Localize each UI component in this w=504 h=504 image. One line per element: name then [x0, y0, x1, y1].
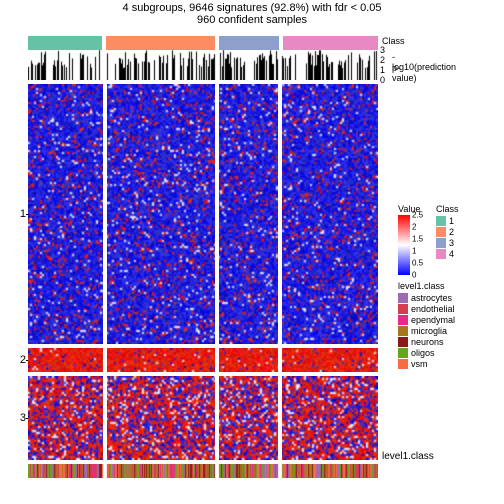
right-tick: 2	[380, 55, 385, 65]
legend-class-item: 2	[436, 226, 459, 237]
heatmap-group-1	[28, 84, 378, 344]
legend-class-item: 4	[436, 248, 459, 259]
legend-class-title: Class	[436, 204, 459, 214]
legend-level1-item: oligos	[398, 347, 502, 358]
class-seg-1	[28, 36, 102, 50]
legend-level1-item: ependymal	[398, 314, 502, 325]
class-seg-2	[106, 36, 214, 50]
legend-class-item: 3	[436, 237, 459, 248]
title-line-1: 4 subgroups, 9646 signatures (92.8%) wit…	[0, 2, 504, 14]
value-colorbar	[398, 215, 410, 275]
class-seg-4	[283, 36, 378, 50]
bottom-bar-label: level1.class	[382, 451, 434, 462]
prediction-barcode	[28, 50, 378, 80]
legend-level1-item: astrocytes	[398, 292, 502, 303]
legend-level1-item: endothelial	[398, 303, 502, 314]
right-tick: 3	[380, 45, 385, 55]
class-seg-3	[219, 36, 280, 50]
right-label-class: Class	[382, 36, 405, 46]
title-line-2: 960 confident samples	[0, 14, 504, 26]
chart-title: 4 subgroups, 9646 signatures (92.8%) wit…	[0, 0, 504, 26]
right-tick: 0	[380, 75, 385, 85]
plot-area	[28, 36, 378, 480]
level1-annotation-bar	[28, 464, 378, 478]
heatmap-group-2	[28, 348, 378, 372]
legend-level1-title: level1.class	[398, 281, 502, 291]
legend-level1-item: neurons	[398, 336, 502, 347]
right-label-pvalue-2: p-value)	[392, 63, 417, 83]
legend-class-item: 1	[436, 215, 459, 226]
legends: Value2.521.510.50Class1234level1.classas…	[398, 204, 502, 375]
right-tick: 1	[380, 65, 385, 75]
class-annotation-bar	[28, 36, 378, 50]
heatmap-group-3	[28, 376, 378, 460]
legend-level1-item: microglia	[398, 325, 502, 336]
legend-level1-item: vsm	[398, 358, 502, 369]
row-axis: 123	[0, 36, 28, 480]
